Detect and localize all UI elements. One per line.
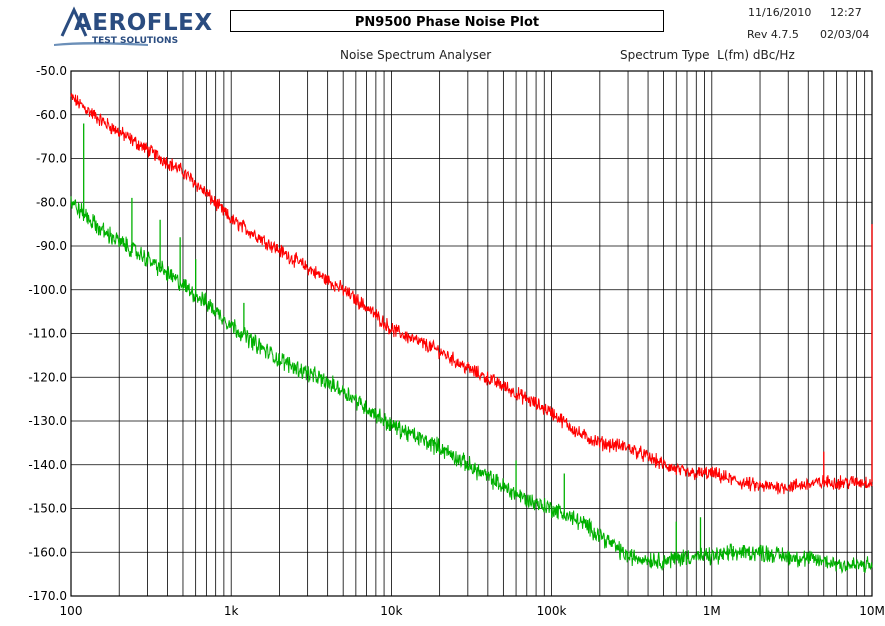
plot-title: PN9500 Phase Noise Plot (354, 15, 540, 30)
brand-name: AEROFLEX (74, 10, 213, 36)
y-tick-label: -110.0 (28, 327, 67, 341)
x-tick-label: 1M (703, 604, 721, 618)
y-tick-label: -50.0 (36, 64, 67, 78)
y-tick-label: -130.0 (28, 414, 67, 428)
y-tick-label: -150.0 (28, 502, 67, 516)
x-tick-label: 10M (859, 604, 885, 618)
brand-subtitle: TEST SOLUTIONS (92, 36, 179, 46)
y-tick-label: -160.0 (28, 545, 67, 559)
chart-subtitle: Noise Spectrum Analyser (340, 48, 492, 62)
aeroflex-logo (54, 6, 148, 46)
y-tick-label: -140.0 (28, 458, 67, 472)
y-tick-label: -100.0 (28, 283, 67, 297)
y-tick-label: -170.0 (28, 589, 67, 603)
time-text: 12:27 (830, 6, 862, 19)
rev-text: Rev 4.7.5 (747, 28, 799, 41)
y-tick-label: -80.0 (36, 195, 67, 209)
rev-date-text: 02/03/04 (820, 28, 870, 41)
spectrum-type-label: Spectrum Type L(fm) dBc/Hz (620, 48, 795, 62)
y-tick-label: -120.0 (28, 370, 67, 384)
x-tick-label: 10k (380, 604, 402, 618)
y-tick-label: -60.0 (36, 108, 67, 122)
y-tick-label: -90.0 (36, 239, 67, 253)
x-tick-label: 100 (60, 604, 83, 618)
x-tick-label: 100k (537, 604, 567, 618)
logo-swoosh-icon (54, 42, 148, 46)
series-line (70, 93, 873, 495)
y-tick-label: -70.0 (36, 152, 67, 166)
x-tick-label: 1k (224, 604, 239, 618)
plot-title-box: PN9500 Phase Noise Plot (230, 10, 664, 32)
date-text: 11/16/2010 (748, 6, 812, 19)
logo-arch-icon (60, 6, 88, 37)
series-line (70, 196, 873, 574)
